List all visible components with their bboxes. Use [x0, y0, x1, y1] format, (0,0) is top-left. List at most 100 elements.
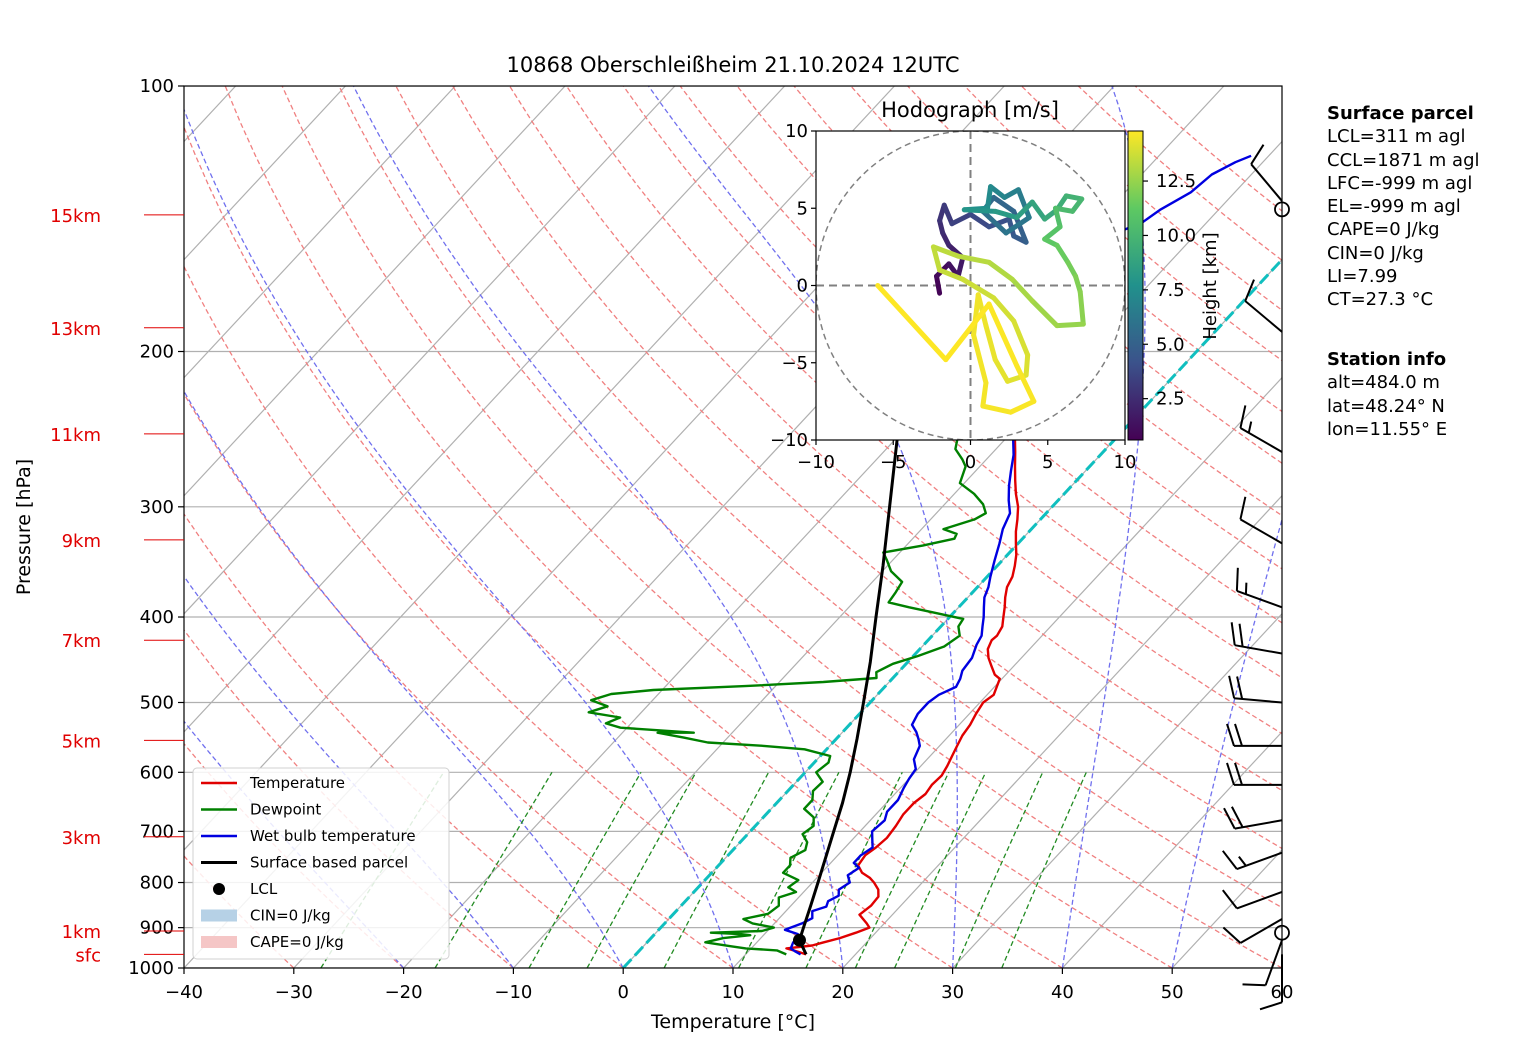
barb-flag	[1222, 889, 1238, 910]
dry-adiabat-line	[184, 265, 844, 968]
barb-flag	[1239, 405, 1247, 429]
barb-flag	[1244, 279, 1255, 302]
hodograph-segment	[1011, 318, 1031, 358]
calm-wind-marker	[1274, 201, 1290, 218]
hodograph-segment	[988, 184, 1007, 200]
wind-barb	[1239, 405, 1283, 453]
station-info-panel: Station info alt=484.0 m lat=48.24° N lo…	[1327, 348, 1447, 441]
hodograph-plot	[816, 131, 1125, 440]
isotherm-line	[184, 86, 676, 615]
hodograph-segment	[1077, 289, 1086, 327]
height-tick-label: sfc	[75, 945, 101, 966]
hodograph-segment	[1065, 259, 1079, 279]
wind-barb	[1244, 279, 1283, 333]
dry-adiabat-line	[224, 86, 1063, 968]
wind-barb	[1239, 496, 1283, 545]
hodograph-segment	[980, 403, 1014, 415]
hodograph-title: Hodograph [m/s]	[881, 98, 1059, 122]
barb-flag	[1236, 676, 1244, 700]
hodograph-segment	[992, 357, 1011, 384]
station-line: alt=484.0 m	[1327, 372, 1440, 394]
surface-parcel-panel: Surface parcel LCL=311 m agl CCL=1871 m …	[1327, 102, 1480, 312]
hodograph-x-tick-label: 0	[965, 452, 976, 473]
hodograph-segment	[1042, 224, 1063, 242]
y-axis-label: Pressure [hPa]	[13, 459, 35, 595]
isotherm-line	[184, 86, 456, 379]
x-tick-label: −40	[165, 982, 203, 1003]
y-tick-label: 800	[140, 873, 174, 894]
legend-label: CIN=0 J/kg	[250, 907, 331, 925]
mixing-ratio-line	[663, 771, 770, 968]
hodograph-segment	[960, 276, 997, 301]
legend-label: Wet bulb temperature	[250, 827, 416, 845]
hodograph: −10 −5 0 5 10 −10 −5 0 5 10 Hodograph [m/s] 2.5 5.0 7…	[770, 98, 1221, 473]
y-tick-label: 300	[140, 497, 174, 518]
moist-adiabat-line	[184, 107, 734, 968]
colorbar-tick-label: 7.5	[1156, 280, 1185, 301]
mixing-ratio-line	[528, 771, 642, 968]
hodograph-x-tick-label: 10	[1114, 452, 1137, 473]
isotherm-line	[952, 612, 1282, 968]
barb-flag	[1234, 723, 1243, 747]
hodograph-segment	[1023, 352, 1031, 378]
hodograph-segment	[937, 267, 966, 282]
legend: Temperature Dewpoint Wet bulb temperature S…	[192, 767, 450, 960]
surface-line: LCL=311 m agl	[1327, 126, 1466, 148]
hodograph-segment	[1054, 242, 1071, 265]
hodograph-segment	[1003, 215, 1032, 236]
moist-adiabat-line	[184, 575, 514, 968]
legend-swatch	[213, 883, 225, 895]
surface-line: CT=27.3 °C	[1327, 289, 1434, 311]
surface-line: CIN=0 J/kg	[1327, 242, 1424, 264]
isotherm-line	[184, 86, 786, 733]
hodograph-segment	[875, 283, 949, 363]
x-tick-label: 40	[1051, 982, 1074, 1003]
barb-staff	[1236, 891, 1283, 910]
hodograph-segment	[1054, 321, 1086, 329]
isotherm-line	[184, 86, 346, 261]
barb-staff	[1239, 918, 1283, 944]
wind-barb	[1222, 889, 1283, 910]
wind-barb	[1222, 850, 1283, 871]
hodograph-segment	[961, 207, 998, 214]
y-tick-label: 900	[140, 918, 174, 939]
hodograph-y-tick-label: 5	[797, 198, 808, 219]
dry-adiabat-line	[184, 512, 624, 968]
legend-swatch	[201, 909, 237, 922]
height-tick-label: 9km	[62, 531, 101, 552]
wind-barb	[1223, 806, 1283, 830]
wind-barb	[1226, 762, 1282, 786]
x-axis-label: Temperature [°C]	[650, 1011, 815, 1033]
isotherm-line	[732, 376, 1282, 968]
wind-barb	[1226, 723, 1282, 747]
hodograph-segment	[1015, 187, 1032, 221]
colorbar-tick-label: 2.5	[1156, 389, 1185, 410]
isotherm-line	[1061, 730, 1282, 968]
mixing-ratio-line	[434, 771, 553, 968]
isotherm-line	[512, 140, 1282, 968]
y-tick-label: 400	[140, 607, 174, 628]
hodograph-segment	[986, 259, 1015, 282]
x-tick-label: 20	[831, 982, 854, 1003]
hodograph-x-tick-label: −5	[880, 452, 907, 473]
barb-flag	[1226, 762, 1235, 786]
height-tick-label: 7km	[62, 631, 101, 652]
height-tick-label: 15km	[50, 206, 101, 227]
barb-flag	[1239, 496, 1247, 520]
barb-flag	[1222, 926, 1242, 944]
hodograph-segment	[992, 208, 1020, 221]
y-tick-label: 500	[140, 692, 174, 713]
hodograph-segment	[1029, 199, 1048, 222]
hodograph-segment	[930, 244, 961, 259]
barb-flag	[1226, 723, 1235, 747]
hodograph-segment	[984, 184, 994, 211]
hodograph-segment	[983, 323, 998, 363]
hodograph-segment	[1014, 363, 1037, 404]
moist-adiabat-line	[352, 86, 844, 968]
hodograph-segment	[934, 273, 943, 296]
freezing-line	[622, 257, 1282, 968]
hodograph-segment	[980, 380, 989, 409]
height-tick-label: 3km	[62, 828, 101, 849]
hodograph-segment	[991, 295, 1017, 324]
